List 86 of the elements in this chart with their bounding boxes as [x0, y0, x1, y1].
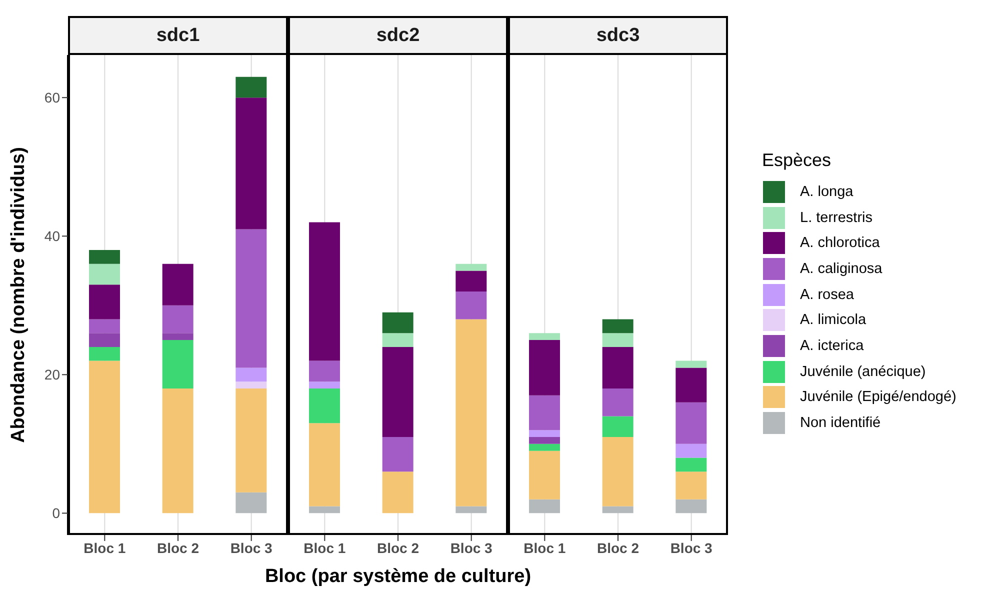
chart-title: sdc1 — [68, 16, 288, 55]
bar — [602, 333, 634, 347]
chart-title: sdc3 — [508, 16, 728, 55]
bar — [382, 472, 414, 514]
bar — [602, 436, 634, 506]
bar — [236, 76, 267, 98]
bar — [382, 312, 414, 334]
y-tick-label: 0 — [52, 505, 60, 522]
legend-label: A. icterica — [800, 338, 864, 354]
bar — [309, 388, 340, 424]
bar — [236, 229, 267, 368]
legend-label: Juvénile (anécique) — [800, 364, 926, 380]
bar — [676, 402, 707, 444]
bar — [456, 292, 487, 320]
bar — [162, 340, 194, 389]
x-tick-label: Bloc 2 — [376, 540, 420, 556]
legend-label: A. longa — [800, 184, 854, 200]
bar — [236, 388, 267, 492]
bar — [236, 98, 267, 230]
bar — [529, 395, 560, 430]
bar — [309, 222, 340, 361]
bar — [309, 506, 340, 514]
bar — [309, 423, 340, 506]
legend-label: L. terrestris — [800, 210, 873, 226]
x-tick-label: Bloc 3 — [450, 540, 493, 556]
bar — [236, 368, 267, 382]
legend-title: Espèces — [762, 150, 832, 171]
bar — [382, 436, 414, 472]
x-tick-label: Bloc 1 — [84, 540, 126, 556]
y-tick-label: 40 — [44, 228, 60, 244]
bar — [602, 346, 634, 389]
bar — [309, 360, 340, 382]
bar — [162, 388, 194, 514]
x-tick-label: Bloc 3 — [230, 540, 273, 556]
legend-label: A. rosea — [800, 286, 854, 303]
legend-label: Non identifié — [800, 415, 881, 432]
bar — [529, 450, 560, 500]
bar — [89, 346, 120, 361]
y-tick-label: 20 — [44, 366, 60, 383]
bar — [382, 346, 414, 437]
legend-label: Juvénile (Epigé/endogé) — [800, 389, 956, 406]
x-tick-label: Bloc 2 — [596, 540, 640, 556]
x-tick-label: Bloc 2 — [156, 540, 200, 556]
legend-label: A. chlorotica — [800, 235, 880, 252]
bar — [89, 319, 120, 334]
bar — [456, 270, 487, 292]
chart-title: sdc2 — [288, 16, 508, 55]
bar — [529, 436, 560, 444]
bar — [89, 333, 120, 347]
bar — [676, 499, 707, 514]
bar — [602, 416, 634, 437]
bar — [602, 506, 634, 514]
bar — [309, 382, 340, 389]
bar — [162, 305, 194, 334]
legend-label: A. limicola — [800, 312, 866, 328]
bar — [529, 430, 560, 437]
bar — [529, 333, 560, 340]
bar — [602, 388, 634, 416]
bar — [89, 360, 120, 514]
bar — [529, 499, 560, 514]
bar — [602, 319, 634, 334]
bar — [89, 250, 120, 264]
bar — [162, 264, 194, 306]
bar — [529, 340, 560, 396]
bar — [89, 284, 120, 320]
y-axis-title: Abondance (nombre d'individus) — [8, 147, 30, 443]
bar — [676, 444, 707, 458]
bar — [162, 333, 194, 340]
bar — [382, 333, 414, 347]
bar — [676, 458, 707, 472]
bar — [236, 492, 267, 514]
x-axis-title: Bloc (par système de culture) — [264, 566, 532, 588]
y-tick-label: 60 — [44, 90, 60, 106]
bar — [676, 472, 707, 500]
bar — [676, 360, 707, 368]
bar — [676, 368, 707, 402]
x-tick-label: Bloc 3 — [670, 540, 713, 556]
x-tick-label: Bloc 1 — [524, 540, 566, 556]
bar — [236, 382, 267, 389]
bar — [89, 264, 120, 285]
legend-label: A. caliginosa — [800, 260, 882, 277]
bar — [456, 319, 487, 506]
bar — [456, 506, 487, 514]
x-tick-label: Bloc 1 — [304, 540, 346, 556]
bar — [529, 444, 560, 451]
bar — [456, 264, 487, 271]
